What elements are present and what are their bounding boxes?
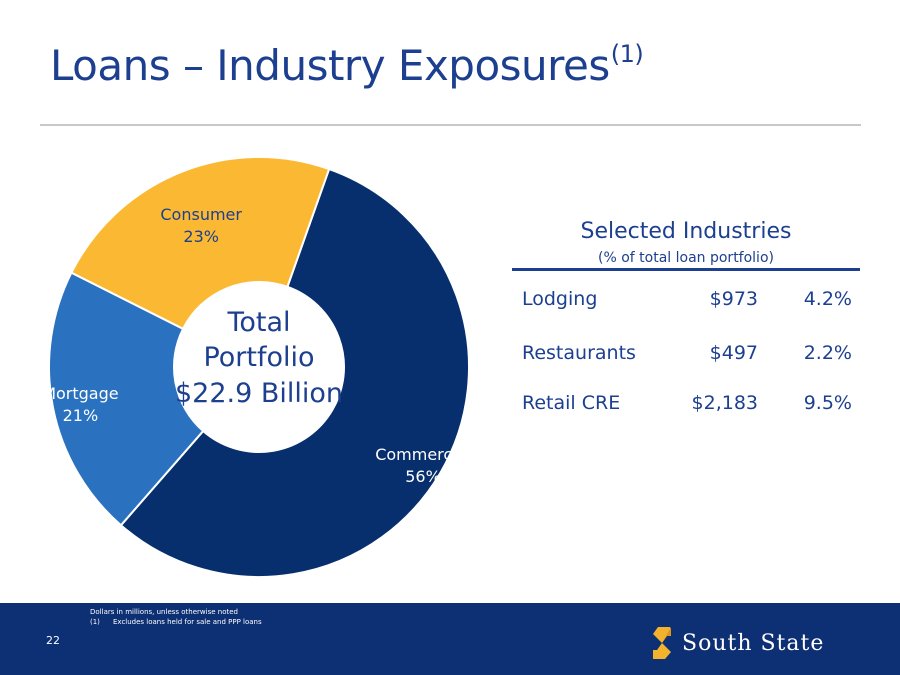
page-number: 22 (46, 634, 60, 647)
industry-amount: $2,183 (691, 392, 758, 414)
industry-percent: 4.2% (803, 288, 852, 310)
industry-row-lodging: Lodging $973 4.2% (512, 288, 860, 314)
center-label-line-1: Total (226, 307, 290, 338)
slide-title: Loans – Industry Exposures(1) (50, 40, 644, 90)
industry-percent: 2.2% (803, 342, 852, 364)
slice-label-commercial: Commercial (375, 445, 471, 464)
industry-amount: $973 (709, 288, 758, 310)
footnote-number: (1) (90, 618, 100, 626)
industry-percent: 9.5% (803, 392, 852, 414)
slice-commercial (119, 167, 470, 578)
slice-mortgage (48, 271, 205, 527)
loan-portfolio-donut-chart: Commercial 56% Mortgage 21% Consumer 23% Tota… (42, 156, 471, 578)
slice-label-consumer: Consumer (160, 205, 242, 224)
footnote-exclusion: Excludes loans held for sale and PPP loa… (113, 618, 262, 626)
industry-amount: $497 (709, 342, 758, 364)
industry-name: Retail CRE (522, 392, 621, 414)
selected-industries-title: Selected Industries (580, 219, 792, 244)
center-label-line-2: Portfolio (203, 342, 314, 373)
center-label-line-3: $22.9 Billion (175, 378, 343, 409)
south-state-s-icon (653, 627, 671, 659)
donut-center-label: Total Portfolio $22.9 Billion (175, 307, 343, 409)
title-divider (40, 124, 861, 126)
footnote-units: Dollars in millions, unless otherwise no… (90, 608, 238, 616)
footer-band (0, 603, 900, 675)
title-footnote-ref: (1) (610, 40, 644, 68)
south-state-logo: South State (650, 624, 824, 662)
slice-value-mortgage: 21% (63, 406, 99, 425)
slide-title-text: Loans – Industry Exposures (50, 41, 610, 90)
selected-industries-subtitle: (% of total loan portfolio) (598, 250, 774, 266)
slice-label-mortgage: Mortgage (42, 384, 118, 403)
slice-value-commercial: 56% (405, 467, 441, 486)
industry-row-restaurants: Restaurants $497 2.2% (512, 342, 860, 368)
industry-name: Restaurants (522, 342, 636, 364)
industry-row-retail-cre: Retail CRE $2,183 9.5% (512, 392, 860, 418)
slice-consumer (70, 156, 331, 331)
selected-industries-rule (512, 268, 860, 271)
donut-slices (48, 156, 470, 578)
industry-name: Lodging (522, 288, 598, 310)
slice-value-consumer: 23% (183, 227, 219, 246)
logo-wordmark: South State (682, 630, 825, 656)
donut-slice-labels: Commercial 56% Mortgage 21% Consumer 23% (42, 205, 471, 486)
